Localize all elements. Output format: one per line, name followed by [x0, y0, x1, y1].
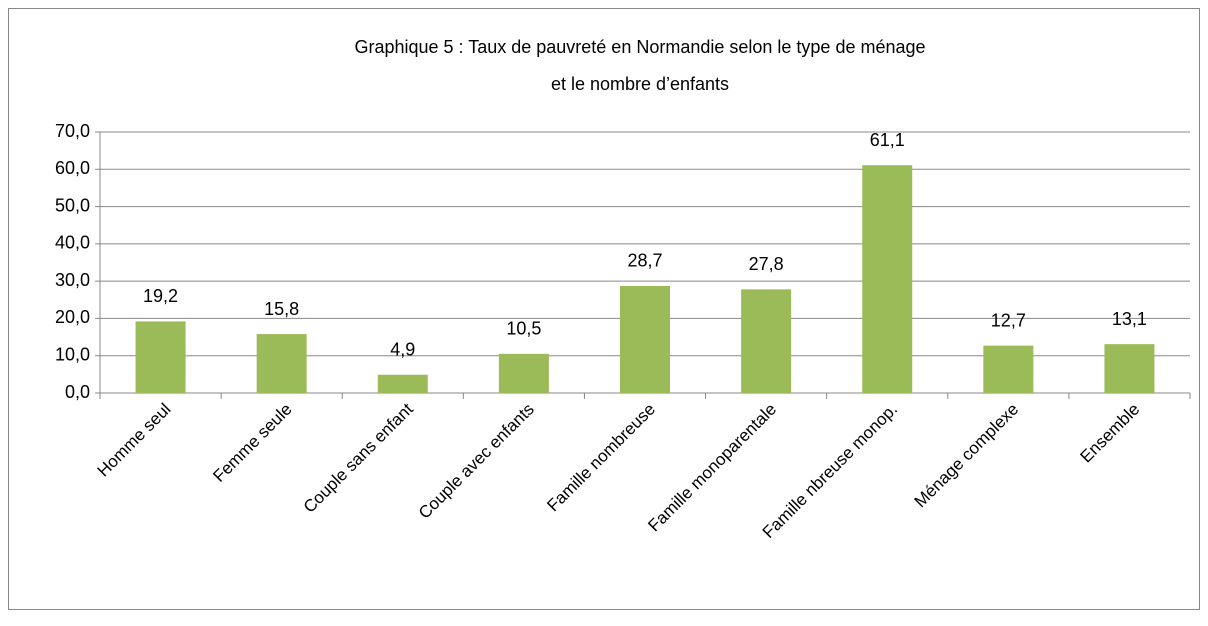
data-label: 27,8: [749, 254, 784, 274]
data-label: 4,9: [390, 339, 415, 359]
bar: [498, 353, 549, 393]
y-tick-label: 60,0: [55, 158, 90, 178]
bar: [1104, 344, 1155, 393]
data-label: 61,1: [870, 130, 905, 150]
data-label: 12,7: [991, 310, 1026, 330]
bar: [620, 285, 670, 393]
data-label: 10,5: [506, 319, 541, 339]
chart-title: et le nombre d’enfants: [551, 74, 729, 94]
data-label: 13,1: [1112, 309, 1147, 329]
data-label: 28,7: [627, 251, 662, 271]
data-label: 15,8: [264, 299, 299, 319]
bar: [135, 321, 186, 393]
chart-title: Graphique 5 : Taux de pauvreté en Norman…: [354, 37, 925, 57]
y-tick-label: 0,0: [65, 382, 90, 402]
y-tick-label: 30,0: [55, 270, 90, 290]
bar: [377, 374, 428, 393]
y-tick-label: 40,0: [55, 233, 90, 253]
y-tick-label: 10,0: [55, 344, 90, 364]
bar: [862, 165, 913, 393]
y-tick-label: 50,0: [55, 195, 90, 215]
y-tick-label: 70,0: [55, 121, 90, 141]
chart-border: [8, 8, 1200, 610]
bar: [983, 345, 1034, 393]
bar: [741, 289, 792, 393]
data-label: 19,2: [143, 286, 178, 306]
y-tick-label: 20,0: [55, 307, 90, 327]
bar: [256, 334, 307, 393]
